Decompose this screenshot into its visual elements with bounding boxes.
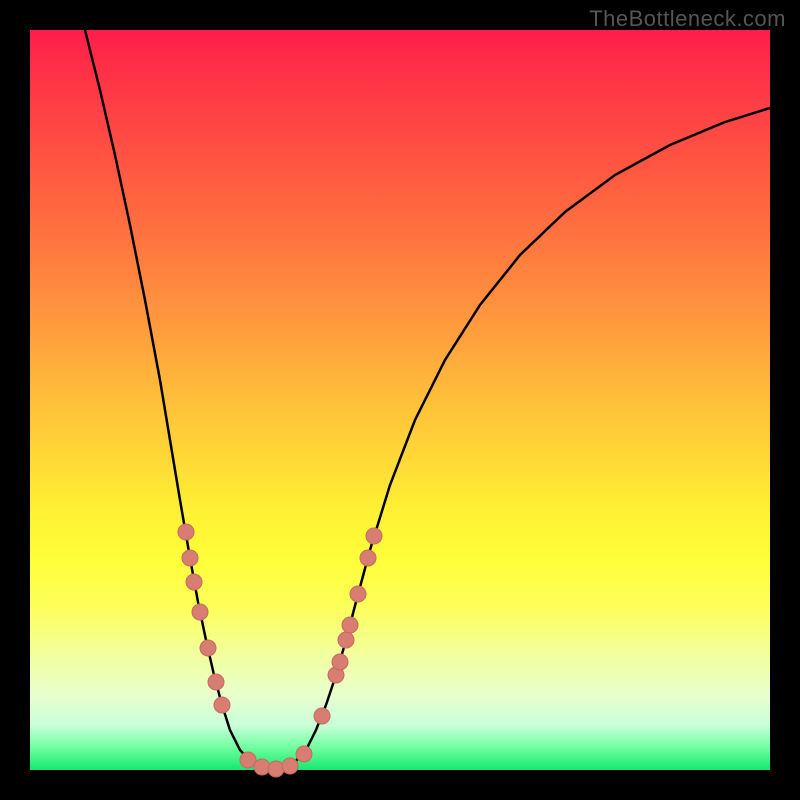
watermark-text: TheBottleneck.com bbox=[589, 6, 786, 32]
data-marker bbox=[200, 640, 216, 656]
data-marker bbox=[178, 524, 194, 540]
curve-svg bbox=[30, 30, 770, 770]
data-marker bbox=[366, 528, 382, 544]
data-marker bbox=[342, 617, 358, 633]
data-marker bbox=[186, 574, 202, 590]
data-marker bbox=[214, 697, 230, 713]
data-marker bbox=[350, 586, 366, 602]
data-marker bbox=[332, 654, 348, 670]
data-marker bbox=[208, 674, 224, 690]
v-curve-line bbox=[85, 30, 770, 768]
data-marker bbox=[338, 632, 354, 648]
data-marker bbox=[268, 761, 284, 777]
data-marker bbox=[192, 604, 208, 620]
data-marker bbox=[182, 550, 198, 566]
chart-plot bbox=[30, 30, 770, 770]
marker-group bbox=[178, 524, 382, 777]
data-marker bbox=[240, 752, 256, 768]
data-marker bbox=[254, 759, 270, 775]
data-marker bbox=[282, 758, 298, 774]
data-marker bbox=[296, 746, 312, 762]
data-marker bbox=[360, 550, 376, 566]
data-marker bbox=[314, 708, 330, 724]
outer-frame: TheBottleneck.com bbox=[0, 0, 800, 800]
